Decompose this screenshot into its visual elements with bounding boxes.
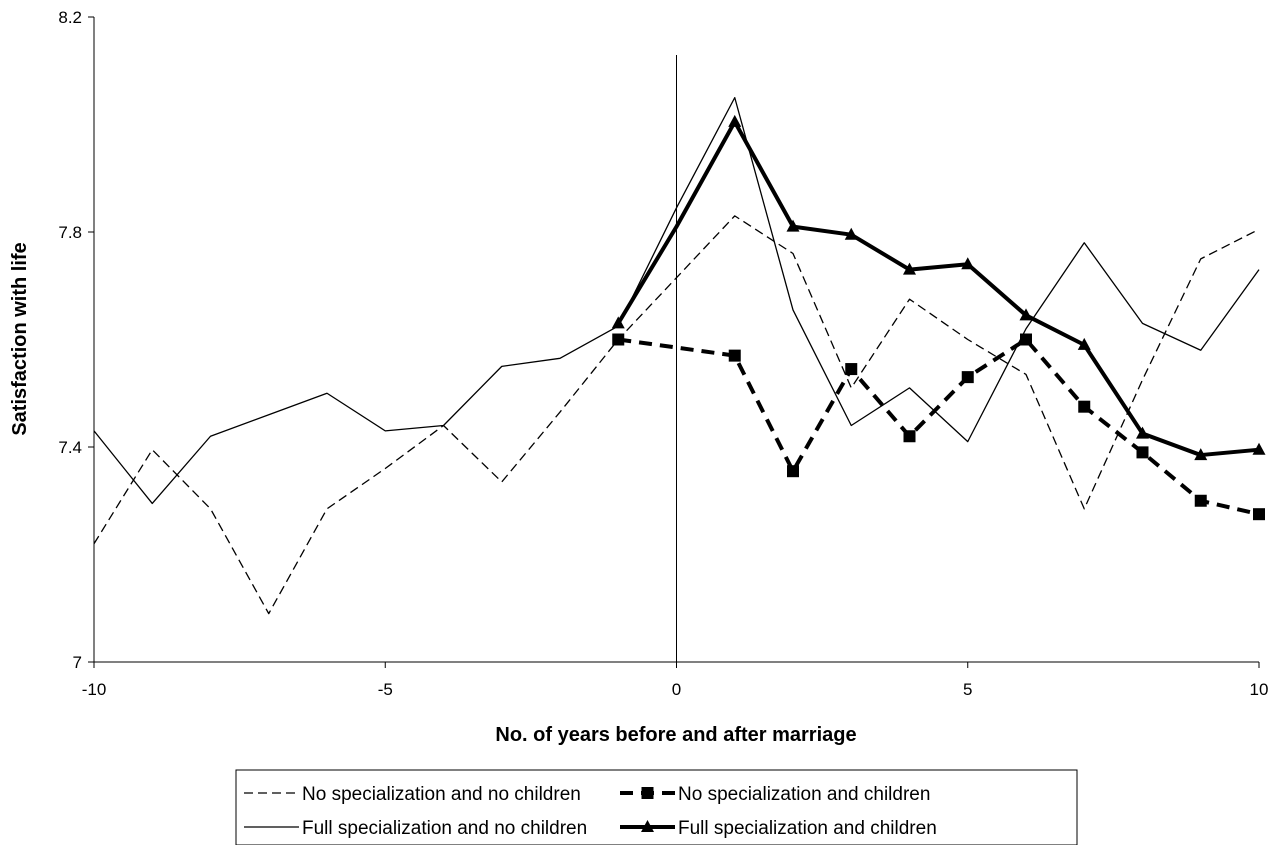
legend-item: No specialization and no children <box>244 784 581 805</box>
data-point-marker <box>1253 508 1265 521</box>
y-tick-label: 7 <box>73 653 82 672</box>
x-tick-label: 10 <box>1250 680 1269 699</box>
legend-marker <box>641 820 654 832</box>
series-3 <box>93 96 1260 505</box>
data-point-marker <box>845 363 858 376</box>
legend: No specialization and no children No spec… <box>235 769 1078 845</box>
y-axis-title: Satisfaction with life <box>9 242 31 435</box>
series-line <box>616 119 1260 458</box>
y-tick-label: 7.4 <box>58 438 82 457</box>
data-point-marker <box>844 227 858 240</box>
data-point-marker <box>728 114 742 127</box>
data-point-marker <box>787 465 799 478</box>
series-4 <box>611 114 1266 461</box>
data-point-marker <box>728 349 741 362</box>
series-line <box>617 337 1260 517</box>
series-line <box>93 96 1260 505</box>
data-point-marker <box>786 219 800 232</box>
x-axis-title: No. of years before and after marriage <box>495 724 856 746</box>
data-point-marker <box>1019 308 1033 321</box>
series-layer <box>93 96 1266 615</box>
data-point-marker <box>1194 494 1207 507</box>
legend-item: No specialization and children <box>620 784 930 805</box>
legend-label: Full specialization and no children <box>302 818 587 839</box>
series-line <box>93 215 1260 615</box>
data-point-marker <box>903 262 916 275</box>
data-point-marker <box>612 333 625 346</box>
x-tick-label: 5 <box>963 680 972 699</box>
x-tick-label: -10 <box>82 680 107 699</box>
data-point-marker <box>1136 446 1149 459</box>
x-tick-label: -5 <box>378 680 393 699</box>
data-point-marker <box>1077 337 1091 350</box>
series-2 <box>612 333 1265 521</box>
legend-items: No specialization and no children No spec… <box>244 784 937 839</box>
data-point-marker <box>1136 426 1149 439</box>
data-point-marker <box>903 430 916 443</box>
legend-item: Full specialization and children <box>620 818 937 839</box>
legend-label: Full specialization and children <box>678 818 937 839</box>
y-tick-label: 8.2 <box>58 8 82 27</box>
legend-box <box>235 769 1078 845</box>
data-point-marker <box>1020 333 1032 346</box>
legend-label: No specialization and no children <box>302 784 581 805</box>
data-point-marker <box>961 257 975 270</box>
data-point-marker <box>961 371 974 384</box>
legend-marker <box>641 787 654 799</box>
data-point-marker <box>1252 442 1266 455</box>
y-tick-label: 7.8 <box>58 223 82 242</box>
data-point-marker <box>1194 448 1208 461</box>
series-1 <box>93 215 1260 615</box>
data-point-marker <box>1078 400 1091 413</box>
legend-label: No specialization and children <box>678 784 930 805</box>
x-tick-label: 0 <box>672 680 681 699</box>
legend-item: Full specialization and no children <box>244 818 587 839</box>
data-point-marker <box>611 316 625 329</box>
ticks: -10 -5 0 5 10 7 7.4 7.8 8.2 <box>58 8 1268 699</box>
